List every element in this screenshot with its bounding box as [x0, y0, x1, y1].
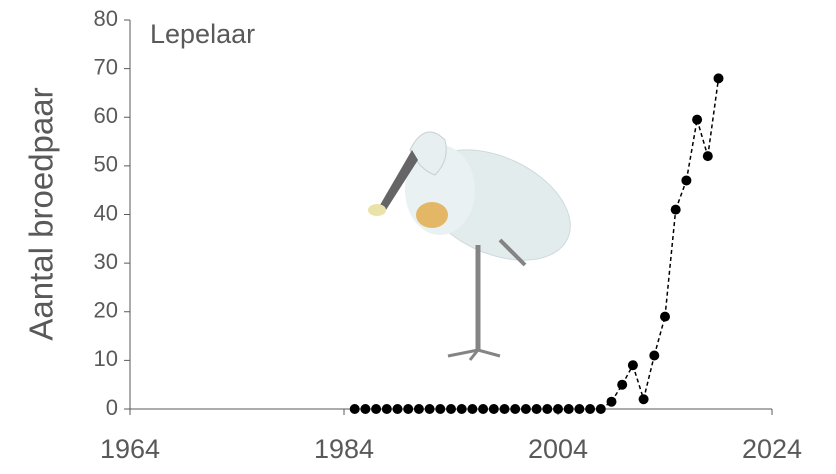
data-point [499, 404, 510, 414]
y-tick-label: 10 [94, 346, 118, 371]
data-point [574, 404, 585, 414]
trend-segment [632, 365, 645, 400]
data-point [488, 404, 499, 414]
y-tick-label: 30 [94, 249, 118, 274]
y-axis-label: Aantal broedpaar [23, 87, 60, 340]
data-point [595, 404, 606, 414]
data-point [702, 151, 713, 162]
trend-segment [674, 180, 688, 210]
data-point [478, 404, 489, 414]
data-point [381, 404, 392, 414]
data-point [446, 404, 456, 414]
y-tick-label: 80 [94, 6, 118, 31]
trend-segment [653, 316, 666, 356]
data-point [617, 379, 628, 390]
data-point [713, 73, 724, 84]
y-tick-label: 70 [94, 54, 118, 79]
y-tick-label: 0 [106, 395, 118, 420]
x-tick-label: 2024 [742, 434, 802, 464]
data-point [563, 404, 574, 414]
data-point [456, 404, 467, 414]
data-point [553, 404, 563, 414]
data-point [627, 360, 638, 371]
trend-segment [664, 209, 677, 317]
y-tick-label: 50 [94, 152, 118, 177]
trend-segment [696, 119, 709, 157]
trend-segment [685, 119, 698, 181]
x-tick-label: 1984 [314, 434, 374, 464]
bird-illustration [368, 131, 571, 361]
x-tick-label: 1964 [100, 434, 160, 464]
data-point [435, 404, 446, 414]
data-point [638, 394, 649, 405]
data-point [670, 204, 681, 215]
trend-segment [642, 355, 656, 400]
data-point [660, 311, 670, 322]
data-point [349, 404, 360, 414]
y-tick-label: 60 [94, 103, 118, 128]
data-point [467, 404, 478, 414]
data-point [681, 175, 692, 186]
data-point [520, 404, 531, 414]
data-point [649, 350, 660, 361]
data-point [542, 404, 553, 414]
data-point [692, 114, 703, 125]
data-point [510, 404, 521, 414]
y-tick-label: 20 [94, 298, 118, 323]
data-point [606, 396, 617, 407]
data-point [371, 404, 382, 414]
data-point [413, 404, 424, 414]
trend-segment [707, 78, 720, 157]
data-point [403, 404, 414, 414]
y-tick-label: 40 [94, 200, 118, 225]
data-point [424, 404, 435, 414]
data-point [360, 404, 371, 414]
data-point [585, 404, 596, 414]
chart-title: Lepelaar [150, 19, 255, 49]
data-point [392, 404, 403, 414]
x-tick-label: 2004 [528, 434, 588, 464]
data-point [531, 404, 542, 414]
